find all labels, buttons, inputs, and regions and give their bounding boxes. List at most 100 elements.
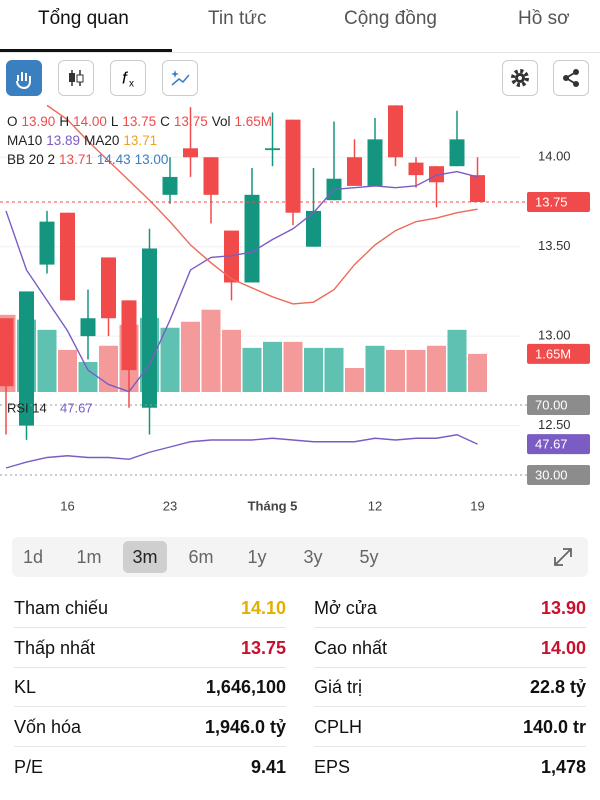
volume-bar: [324, 347, 344, 392]
rsi-name: RSI 14: [7, 400, 47, 415]
last-volume-label-box: [527, 343, 590, 364]
y-tick-label: 12.50: [538, 417, 571, 432]
stat-row: EPS 1,478: [314, 747, 586, 787]
stat-row: Tham chiếu 14.10: [14, 588, 286, 628]
stat-value: 22.8 tỷ: [529, 677, 586, 698]
stat-label: Cao nhất: [314, 637, 388, 658]
range-button[interactable]: 6m: [188, 547, 214, 567]
stat-row: Giá trị 22.8 tỷ: [314, 667, 586, 707]
candle-body: [80, 318, 96, 337]
volume-bar: [345, 367, 364, 392]
stat-label: EPS: [314, 756, 351, 777]
last-price-label-box: [527, 191, 590, 212]
x-tick-label: 12: [368, 498, 382, 513]
candle-body: [429, 166, 444, 183]
divider: [14, 706, 286, 708]
candle-body: [203, 157, 219, 195]
expand[interactable]: [552, 546, 574, 568]
ai-tool[interactable]: [162, 60, 198, 96]
legend-item: 1.65M: [234, 114, 273, 129]
x-tick-label: 19: [470, 498, 484, 513]
y-tick-label: 14.00: [538, 149, 571, 164]
tab-bar: Tổng quan Tin tức Cộng đồng Hồ sơ: [0, 0, 600, 53]
stat-row: Cao nhất 14.00: [314, 628, 586, 668]
candle-body: [121, 300, 137, 371]
volume-bar: [78, 361, 98, 392]
tab[interactable]: Cộng đồng: [344, 8, 437, 29]
range-button[interactable]: 1y: [247, 547, 267, 567]
volume-bar: [58, 349, 77, 392]
tab[interactable]: Tổng quan: [38, 8, 129, 29]
hand-tool[interactable]: [6, 60, 42, 96]
divider: [314, 627, 586, 628]
volume-bar: [242, 347, 262, 392]
candle-body: [39, 221, 55, 265]
legend-item: L: [110, 114, 119, 129]
stat-value: 9.41: [250, 756, 286, 777]
candle-body: [347, 157, 362, 186]
stat-value: 14.00: [540, 637, 586, 658]
legend-item: Vol: [211, 114, 231, 129]
divider: [314, 746, 586, 748]
volume-bar: [304, 347, 323, 392]
range-selector: 1d 1m 3m 6m 1y 3y 5y: [12, 537, 588, 577]
legend-item: 14.43: [96, 152, 131, 167]
stat-value: 13.90: [540, 598, 586, 618]
rsi-last-label: 47.67: [535, 437, 568, 452]
stat-value: 1,646,100: [205, 677, 286, 698]
range-button[interactable]: 1d: [22, 547, 44, 567]
range-button[interactable]: 5y: [359, 547, 379, 567]
rsi-line: [5, 434, 478, 469]
legend-row: O 13.90 H 14.00 L 13.75 C 13.75 Vol 1.65M: [7, 112, 276, 131]
legend-item: 13.75: [122, 114, 157, 129]
volume-bar: [160, 327, 180, 392]
volume-bar: [406, 349, 426, 392]
stat-value: 14.10: [240, 598, 286, 618]
legend-item: 13.89: [46, 133, 81, 148]
indicator-line: [46, 104, 478, 305]
stat-label: Thấp nhất: [14, 637, 96, 658]
rsi-level-label-box: [527, 395, 590, 415]
svg-text:x: x: [129, 79, 134, 90]
volume-bar: [365, 345, 385, 392]
candle-body: [367, 139, 383, 186]
settings[interactable]: [502, 60, 538, 96]
tab[interactable]: Tin tức: [208, 8, 267, 29]
range-button[interactable]: 3y: [303, 547, 323, 567]
volume-bar: [222, 329, 241, 392]
candle-body: [162, 176, 178, 195]
legend-item: 13.00: [134, 152, 169, 167]
tab[interactable]: Hồ sơ: [518, 8, 570, 29]
candle-body: [265, 148, 280, 151]
legend-item: 14.00: [73, 114, 107, 129]
legend-item: H: [59, 114, 70, 129]
divider: [314, 706, 586, 708]
legend-item: 13.71: [59, 152, 93, 167]
legend-row: BB 20 2 13.71 14.43 13.00: [7, 150, 276, 169]
volume-bar: [468, 353, 487, 392]
x-tick-label: Tháng 5: [248, 498, 298, 513]
legend-item: 13.71: [123, 133, 158, 148]
volume-bar: [263, 341, 282, 392]
range-button[interactable]: 1m: [76, 547, 102, 567]
stat-label: KL: [14, 677, 37, 698]
legend-item: 13.90: [21, 114, 56, 129]
y-tick-label: 13.50: [538, 238, 571, 253]
share[interactable]: [553, 60, 589, 96]
range-button[interactable]: 3m: [123, 541, 167, 573]
divider: [14, 746, 286, 748]
stat-value: 140.0 tr: [522, 717, 586, 738]
volume-bar: [283, 341, 303, 392]
y-tick-label: 13.00: [538, 328, 571, 343]
legend: O 13.90 H 14.00 L 13.75 C 13.75 Vol 1.65M MA10 13.8…: [7, 112, 276, 169]
rsi-value: 47.67: [60, 400, 93, 415]
candle-tool[interactable]: [58, 60, 94, 96]
candle-body: [244, 194, 260, 283]
stat-label: P/E: [14, 756, 44, 777]
candle-body: [101, 257, 116, 319]
candle-body: [285, 119, 301, 213]
stat-row: CPLH 140.0 tr: [314, 707, 586, 747]
